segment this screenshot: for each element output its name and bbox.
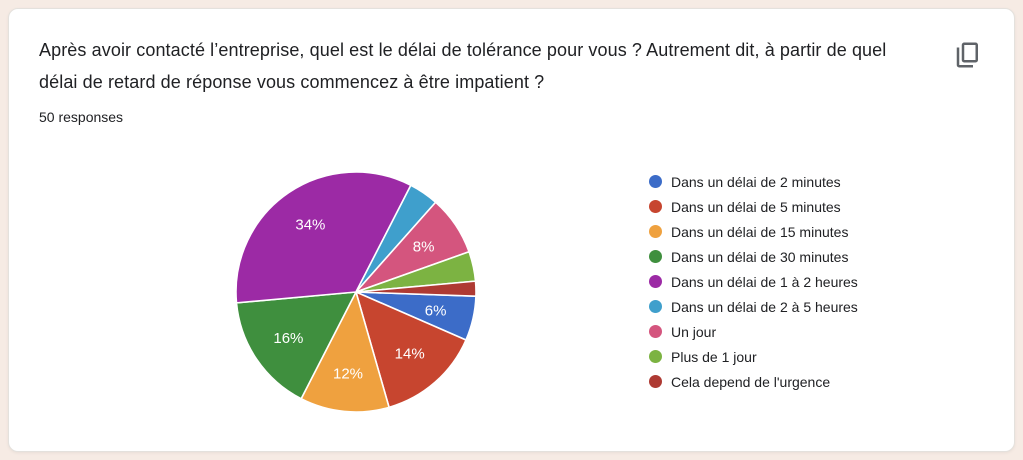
legend-label: Dans un délai de 5 minutes (671, 199, 841, 215)
legend-label: Dans un délai de 2 minutes (671, 174, 841, 190)
legend-color-dot (649, 375, 662, 388)
legend-item: Dans un délai de 2 minutes (649, 169, 858, 194)
responses-count: 50 responses (39, 109, 123, 125)
legend-label: Dans un délai de 15 minutes (671, 224, 848, 240)
chart-legend: Dans un délai de 2 minutes Dans un délai … (649, 169, 858, 394)
legend-item: Dans un délai de 30 minutes (649, 244, 858, 269)
pie-chart: 6% 14% 12% 16% 34% 8% (226, 162, 486, 422)
legend-item: Dans un délai de 5 minutes (649, 194, 858, 219)
legend-label: Dans un délai de 2 à 5 heures (671, 299, 858, 315)
legend-label: Plus de 1 jour (671, 349, 757, 365)
legend-label: Dans un délai de 1 à 2 heures (671, 274, 858, 290)
legend-color-dot (649, 300, 662, 313)
legend-item: Un jour (649, 319, 858, 344)
response-card: Après avoir contacté l’entreprise, quel … (8, 8, 1015, 452)
legend-item: Dans un délai de 15 minutes (649, 219, 858, 244)
legend-label: Dans un délai de 30 minutes (671, 249, 848, 265)
pie-slice-label: 34% (295, 217, 325, 234)
question-title: Après avoir contacté l’entreprise, quel … (39, 34, 924, 98)
legend-item: Dans un délai de 1 à 2 heures (649, 269, 858, 294)
legend-item: Dans un délai de 2 à 5 heures (649, 294, 858, 319)
legend-color-dot (649, 250, 662, 263)
pie-slice-label: 8% (413, 239, 435, 256)
legend-color-dot (649, 350, 662, 363)
copy-button[interactable] (950, 37, 986, 73)
legend-color-dot (649, 175, 662, 188)
pie-slice-label: 14% (395, 346, 425, 363)
legend-item: Plus de 1 jour (649, 344, 858, 369)
pie-slice-label: 12% (333, 365, 363, 382)
legend-color-dot (649, 225, 662, 238)
pie-slice-label: 16% (273, 330, 303, 347)
legend-color-dot (649, 200, 662, 213)
pie-chart-container: 6% 14% 12% 16% 34% 8% (226, 162, 486, 422)
legend-color-dot (649, 275, 662, 288)
pie-slice-label: 6% (425, 302, 447, 319)
copy-icon (953, 40, 983, 70)
legend-item: Cela depend de l'urgence (649, 369, 858, 394)
legend-label: Un jour (671, 324, 716, 340)
legend-label: Cela depend de l'urgence (671, 374, 830, 390)
legend-color-dot (649, 325, 662, 338)
